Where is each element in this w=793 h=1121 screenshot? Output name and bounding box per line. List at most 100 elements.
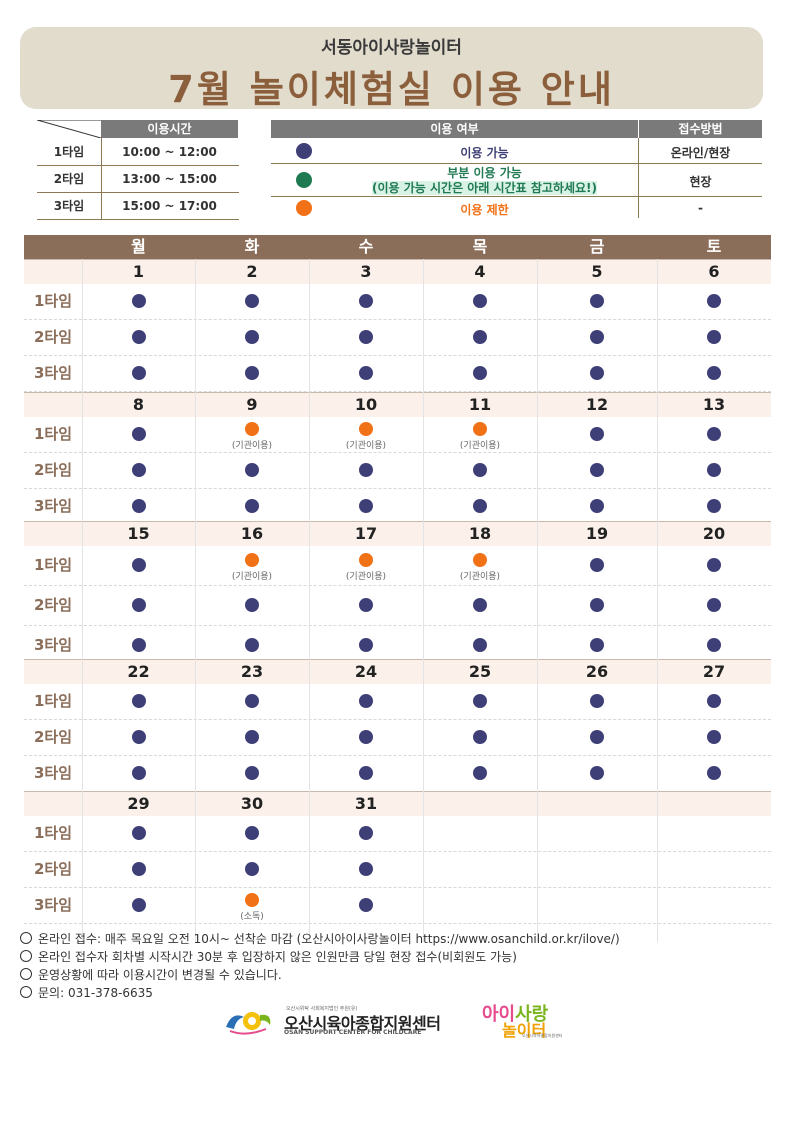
divider [101, 138, 102, 219]
available-dot-icon [707, 330, 721, 344]
date-number: 17 [354, 524, 378, 543]
available-dot-icon [590, 294, 604, 308]
weekday-header: 화 [244, 237, 260, 256]
available-dot-icon [590, 330, 604, 344]
available-dot-icon [473, 730, 487, 744]
date-number: 22 [127, 662, 150, 681]
time-table-header: 이용시간 [101, 120, 238, 138]
footnotes: 온라인 접수: 매주 목요일 오전 10시~ 선착순 마감 (오산시아이사랑놀이… [20, 930, 780, 1002]
column-divider [423, 259, 424, 942]
available-dot-icon [707, 499, 721, 513]
available-dot-icon [359, 366, 373, 380]
center-logo-mark-icon [226, 1012, 271, 1035]
available-dot-icon [590, 558, 604, 572]
time-slot-row: 1타임 [24, 683, 771, 720]
footnote-text: 온라인 접수자 회차별 시작시간 30분 후 입장하지 않은 인원만큼 당일 현… [38, 950, 517, 964]
time-slot-label: 1타임 [33, 556, 73, 574]
available-dot-icon [707, 766, 721, 780]
slot-note: (기관이용) [345, 441, 387, 451]
column-divider [195, 259, 196, 942]
restricted-dot-icon [245, 893, 259, 907]
date-number: 2 [246, 262, 258, 281]
date-row: 1 2 3 4 5 6 [24, 259, 771, 284]
available-dot-icon [245, 366, 259, 380]
time-slot-row: 1타임 [24, 283, 771, 320]
available-dot-icon [245, 730, 259, 744]
playground-logo-tiny: 오산시육아종합지원센터 [522, 1033, 563, 1038]
weekday-header: 목 [472, 237, 488, 256]
available-dot-icon [707, 694, 721, 708]
date-row: 8 9 10 11 12 13 [24, 392, 771, 417]
weekday-header: 월 [131, 237, 146, 256]
slot-note: (기관이용) [231, 441, 273, 451]
time-slot-label: 3타임 [33, 497, 73, 515]
time-slot-label: 2타임 [33, 728, 73, 746]
slot-note: (기관이용) [459, 441, 501, 451]
circle-bullet-icon [20, 986, 32, 998]
page-title: 7월 놀이체험실 이용 안내 [168, 68, 615, 111]
available-dot-icon [245, 463, 259, 477]
date-number: 1 [132, 262, 145, 281]
time-slot-label: 3타임 [33, 896, 73, 914]
weekday-header: 토 [706, 237, 722, 256]
time-slot-row: 1타임 (기관이용) (기관이용) (기관이용) [24, 416, 771, 453]
date-number: 6 [708, 262, 720, 281]
available-dot-icon [707, 294, 721, 308]
available-dot-icon [131, 294, 146, 308]
available-dot-icon [245, 694, 259, 708]
partial-dot-icon [296, 172, 312, 188]
available-dot-icon [131, 862, 146, 876]
time-slot-label: 1타임 [33, 425, 73, 443]
available-dot-icon [473, 463, 487, 477]
available-dot-icon [707, 730, 721, 744]
date-number: 31 [354, 794, 378, 813]
legend-method: - [698, 201, 703, 215]
available-dot-icon [131, 766, 146, 780]
time-slot-row: 2타임 [24, 851, 771, 888]
time-row-label: 1타임 [53, 145, 85, 159]
available-dot-icon [590, 366, 604, 380]
circle-bullet-icon [20, 968, 32, 980]
available-dot-icon [245, 499, 259, 513]
time-slot-row: 1타임 (기관이용) (기관이용) (기관이용) [24, 545, 771, 586]
available-dot-icon [131, 826, 146, 840]
footnote: 문의: 031-378-6635 [20, 984, 780, 1002]
playground-logo-a: 아이 [482, 1004, 516, 1025]
column-divider [657, 259, 658, 942]
header-banner: 서동아이사랑놀이터 7월 놀이체험실 이용 안내 [20, 27, 763, 111]
time-slot-label: 3타임 [33, 364, 73, 382]
available-dot-icon [473, 366, 487, 380]
available-dot-icon [473, 694, 487, 708]
available-dot-icon [707, 366, 721, 380]
available-dot-icon [245, 766, 259, 780]
footnote-text: 온라인 접수: 매주 목요일 오전 10시~ 선착순 마감 (오산시아이사랑놀이… [38, 932, 620, 946]
date-number: 4 [474, 262, 486, 281]
available-dot-icon [131, 898, 146, 912]
restricted-dot-icon [245, 553, 259, 567]
available-dot-icon [473, 294, 487, 308]
date-number: 18 [468, 524, 492, 543]
legend-method: 현장 [689, 175, 712, 189]
date-row: 22 23 24 25 26 27 [24, 659, 771, 684]
time-slot-row: 1타임 [24, 815, 771, 852]
childcare-center-logo: 오산시위탁 사회복지법인 주원(유) 오산시육아종합지원센터 OSAN SUPP… [222, 1005, 467, 1037]
slot-note: (기관이용) [459, 572, 501, 582]
playground-logo-b: 사랑 [515, 1004, 549, 1025]
date-number: 25 [468, 662, 492, 681]
time-slot-row: 2타임 [24, 719, 771, 756]
available-dot-icon [245, 638, 259, 652]
time-slot-label: 3타임 [33, 764, 73, 782]
available-dot-icon [359, 638, 373, 652]
available-dot-icon [131, 638, 146, 652]
footnote-text: 문의: 031-378-6635 [38, 986, 153, 1000]
available-dot-icon [131, 463, 146, 477]
available-dot-icon [245, 330, 259, 344]
playground-logo-line1: 아이사랑 [482, 1000, 548, 1026]
date-number: 27 [702, 662, 726, 681]
available-dot-icon [245, 862, 259, 876]
playground-logo: 아이사랑 놀이터 오산시육아종합지원센터 [482, 1000, 582, 1040]
available-dot-icon [296, 143, 312, 159]
time-slot-row: 3타임 (소독) [24, 887, 771, 924]
column-divider [537, 259, 538, 942]
